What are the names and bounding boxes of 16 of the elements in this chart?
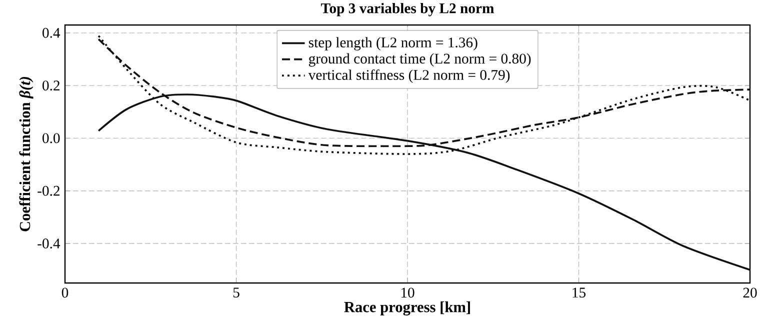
y-tick-label: 0.2 bbox=[42, 80, 60, 91]
x-tick-label: 15 bbox=[572, 288, 586, 298]
y-axis-title: Coefficient function β(t) bbox=[19, 76, 34, 232]
legend-label: ground contact time (L2 norm = 0.80) bbox=[308, 53, 531, 67]
x-tick-label: 5 bbox=[233, 288, 240, 298]
y-tick-label: -0.2 bbox=[38, 186, 60, 196]
x-tick-label: 0 bbox=[62, 288, 68, 298]
legend-label: step length (L2 norm = 1.36) bbox=[308, 37, 478, 50]
y-tick-label: 0.0 bbox=[42, 133, 60, 144]
legend-label: vertical stiffness (L2 norm = 0.79) bbox=[308, 69, 510, 83]
y-tick-label: -0.4 bbox=[38, 238, 60, 248]
x-tick-label: 10 bbox=[401, 288, 414, 298]
x-axis-title: Race progress [km] bbox=[344, 301, 470, 316]
chart-title: Top 3 variables by L2 norm bbox=[321, 2, 494, 16]
y-tick-label: 0.4 bbox=[42, 28, 60, 38]
x-tick-label: 20 bbox=[743, 288, 757, 298]
